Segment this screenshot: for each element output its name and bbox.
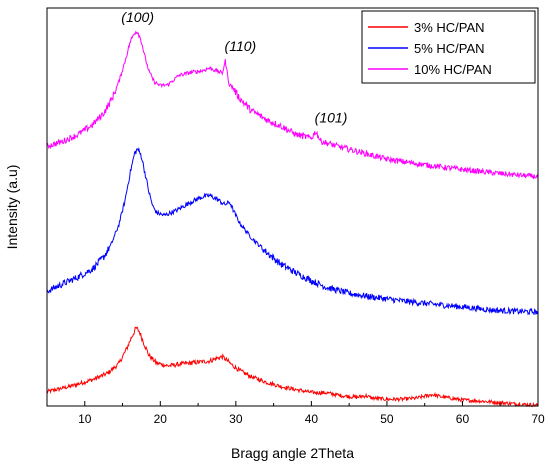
x-tick-label-50: 50 <box>380 412 394 426</box>
x-tick-label-30: 30 <box>229 412 243 426</box>
series-line-3 <box>46 30 539 180</box>
plot-area-frame <box>46 7 539 407</box>
x-tick-label-40: 40 <box>305 412 319 426</box>
legend-label-3pct: 3% HC/PAN <box>414 20 485 35</box>
x-axis-ticks: 10 20 30 40 50 60 70 <box>46 401 545 426</box>
x-tick-label-60: 60 <box>456 412 470 426</box>
x-axis-title: Bragg angle 2Theta <box>231 445 354 461</box>
peak-label-3: (101) <box>315 110 348 126</box>
series-line-2 <box>46 146 539 316</box>
legend-label-10pct: 10% HC/PAN <box>414 62 492 77</box>
y-axis-title: Intensity (a.u) <box>4 165 20 250</box>
series-line-1 <box>46 326 539 408</box>
legend: 3% HC/PAN 5% HC/PAN 10% HC/PAN <box>361 10 536 84</box>
x-tick-label-70: 70 <box>531 412 545 426</box>
series-layer <box>46 30 539 408</box>
legend-label-5pct: 5% HC/PAN <box>414 41 485 56</box>
peak-label-2: (110) <box>225 38 257 54</box>
peak-label-1: (100) <box>121 9 154 25</box>
peak-annotations: (100) (110) (101) <box>121 9 347 126</box>
x-tick-label-20: 20 <box>154 412 168 426</box>
x-tick-label-10: 10 <box>78 412 92 426</box>
legend-box <box>361 10 536 84</box>
